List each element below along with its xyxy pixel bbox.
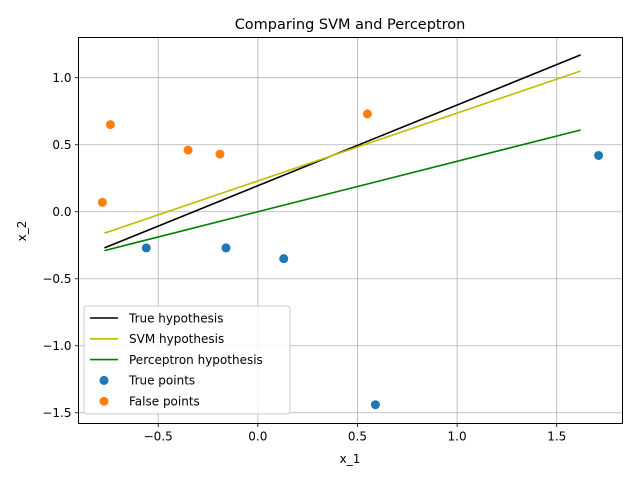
y-axis-label: x_2 bbox=[15, 221, 29, 242]
scatter-point bbox=[97, 197, 107, 207]
y-tick-label: −0.5 bbox=[42, 272, 71, 286]
scatter-point bbox=[105, 120, 115, 130]
scatter-point bbox=[279, 254, 289, 264]
legend-label: True points bbox=[128, 374, 195, 388]
x-tick-label: 0.0 bbox=[248, 430, 267, 444]
scatter-point bbox=[594, 150, 604, 160]
legend-marker-swatch bbox=[99, 375, 109, 385]
y-tick-label: 0.0 bbox=[52, 205, 71, 219]
chart-title: Comparing SVM and Perceptron bbox=[235, 17, 466, 33]
x-tick-label: 1.0 bbox=[448, 430, 467, 444]
legend-frame bbox=[83, 305, 291, 415]
legend: True hypothesis SVM hypothesis Perceptron … bbox=[83, 305, 291, 415]
legend-label: True hypothesis bbox=[128, 311, 224, 325]
scatter-point bbox=[362, 109, 372, 119]
scatter-point bbox=[221, 243, 231, 253]
axes-frame bbox=[78, 37, 623, 424]
line-series bbox=[104, 129, 581, 252]
legend-label: Perceptron hypothesis bbox=[129, 353, 263, 367]
x-tick-label: 0.5 bbox=[348, 430, 367, 444]
scatter-point bbox=[215, 149, 225, 159]
ticks: −0.5 0.0 0.5 1.0 1.5 −1.5 −1.0 −0.5 0.0 0.5 1.0 bbox=[42, 71, 566, 443]
plot-series bbox=[97, 54, 604, 410]
scatter-point bbox=[183, 145, 193, 155]
legend-label: SVM hypothesis bbox=[129, 332, 224, 346]
x-tick-label: −0.5 bbox=[144, 430, 173, 444]
legend-label: False points bbox=[129, 395, 200, 409]
legend-marker-swatch bbox=[99, 396, 109, 406]
scatter-point bbox=[370, 400, 380, 410]
y-tick-label: 0.5 bbox=[52, 138, 71, 152]
scatter-point bbox=[141, 243, 151, 253]
line-series bbox=[104, 70, 581, 234]
x-tick-label: 1.5 bbox=[547, 430, 566, 444]
y-tick-label: −1.5 bbox=[42, 406, 71, 420]
x-axis-label: x_1 bbox=[340, 452, 361, 466]
y-tick-label: −1.0 bbox=[42, 339, 71, 353]
y-tick-label: 1.0 bbox=[52, 71, 71, 85]
